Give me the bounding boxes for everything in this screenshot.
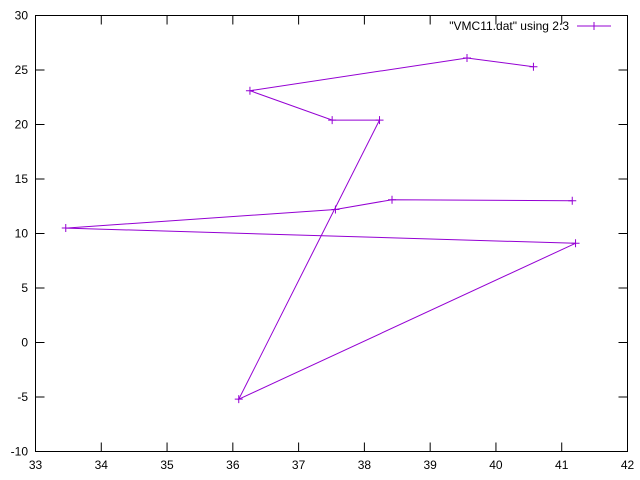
data-point (61, 224, 70, 233)
x-tick-label: 42 (621, 458, 635, 472)
x-tick-label: 33 (29, 458, 43, 472)
x-tick-label: 34 (95, 458, 109, 472)
series-layer (61, 54, 580, 404)
y-tick-label: -10 (11, 445, 29, 459)
legend-series-marker (590, 22, 598, 30)
legend: "VMC11.dat" using 2:3 (449, 19, 611, 33)
y-tick-label: 30 (15, 9, 29, 23)
data-point (375, 116, 384, 125)
x-tick-label: 35 (160, 458, 174, 472)
data-point (529, 62, 538, 71)
data-point (234, 395, 243, 404)
plot-frame (35, 15, 628, 452)
data-point (328, 116, 337, 125)
data-point (568, 196, 577, 205)
x-tick-label: 37 (292, 458, 306, 472)
x-tick-label: 38 (358, 458, 372, 472)
x-tick-label: 41 (555, 458, 569, 472)
y-tick-label: 10 (15, 227, 29, 241)
x-tick-label: 36 (226, 458, 240, 472)
x-tick-label: 39 (423, 458, 437, 472)
data-point (463, 54, 472, 63)
x-tick-label: 40 (489, 458, 503, 472)
y-axis: -10 -5 0 5 10 15 20 25 30 (11, 9, 628, 459)
legend-series-label: "VMC11.dat" using 2:3 (449, 19, 569, 33)
y-tick-label: 25 (15, 63, 29, 77)
y-tick-label: 0 (21, 336, 28, 350)
x-axis: 33 34 35 36 37 38 39 40 41 42 (29, 15, 635, 472)
series-line (65, 57, 576, 401)
data-point (571, 239, 580, 248)
data-point (388, 195, 397, 204)
y-tick-label: -5 (17, 390, 28, 404)
data-point (331, 205, 340, 214)
y-tick-label: 15 (15, 172, 29, 186)
data-point (245, 86, 254, 95)
y-tick-label: 5 (21, 281, 28, 295)
y-tick-label: 20 (15, 118, 29, 132)
